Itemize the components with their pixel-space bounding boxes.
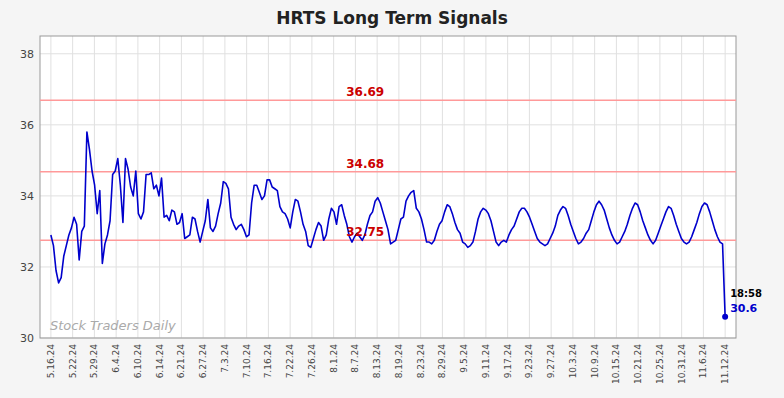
grid-line	[681, 36, 682, 338]
grid-line	[594, 36, 595, 338]
grid-line	[442, 36, 443, 338]
grid-line	[181, 36, 182, 338]
grid-line	[355, 36, 356, 338]
plot-frame	[40, 36, 736, 338]
x-tick-label: 9.23.24	[524, 344, 534, 379]
grid-line	[40, 124, 736, 125]
x-tick-label: 5.16.24	[46, 344, 56, 379]
x-tick-label: 8.7.24	[350, 344, 360, 373]
x-tick-label: 7.16.24	[263, 344, 273, 379]
grid-line	[246, 36, 247, 338]
title: HRTS Long Term Signals	[276, 8, 508, 28]
grid-line	[268, 36, 269, 338]
grid-line	[616, 36, 617, 338]
grid-line	[507, 36, 508, 338]
axes: 30 32 34 36 38 5.16.24 5.22.24 5.29.24 6.4.24 6.1…	[20, 36, 736, 384]
background	[0, 0, 784, 398]
x-tick-label: 10.9.24	[590, 344, 600, 379]
grid-line	[333, 36, 334, 338]
x-tick-label: 6.14.24	[155, 344, 165, 379]
grid-line	[224, 36, 225, 338]
grid-line	[50, 36, 51, 338]
grid-line	[311, 36, 312, 338]
grid-line	[72, 36, 73, 338]
x-tick-label: 10.25.24	[655, 344, 665, 384]
last-time-label: 18:58	[730, 288, 762, 299]
reference-line	[40, 100, 736, 102]
grid-line	[40, 53, 736, 54]
x-tick-label: 8.19.24	[394, 344, 404, 379]
y-tick-label: 32	[20, 261, 34, 274]
x-tick-label: 9.17.24	[503, 344, 513, 379]
x-tick-label: 11.12.24	[720, 344, 730, 384]
grid-line	[203, 36, 204, 338]
x-tick-label: 7.22.24	[285, 344, 295, 379]
grid-line	[551, 36, 552, 338]
grid	[40, 36, 736, 338]
x-tick-label: 7.26.24	[307, 344, 317, 379]
x-tick-label: 8.23.24	[416, 344, 426, 379]
last-point	[722, 314, 728, 320]
x-tick-label: 11.6.24	[698, 344, 708, 379]
reference-label: 32.75	[346, 225, 384, 239]
grid-line	[377, 36, 378, 338]
grid-line	[290, 36, 291, 338]
y-tick-label: 34	[20, 190, 34, 203]
x-tick-label: 8.29.24	[437, 344, 447, 379]
last-price-label: 30.6	[730, 302, 757, 315]
grid-line	[485, 36, 486, 338]
grid-line	[420, 36, 421, 338]
reference-line	[40, 240, 736, 242]
marks	[40, 100, 736, 319]
grid-line	[703, 36, 704, 338]
x-tick-label: 10.31.24	[677, 344, 687, 384]
x-tick-label: 10.3.24	[568, 344, 578, 379]
x-tick-label: 6.10.24	[133, 344, 143, 379]
x-tick-label: 10.15.24	[611, 344, 621, 384]
x-tick-label: 10.21.24	[633, 344, 643, 384]
grid-line	[638, 36, 639, 338]
x-tick-label: 7.3.24	[220, 344, 230, 373]
grid-line	[116, 36, 117, 338]
grid-line	[572, 36, 573, 338]
reference-line	[40, 171, 736, 173]
chart: HRTS Long Term Signals 30 32 34 36 38 5.16.24 5…	[0, 0, 784, 398]
x-tick-label: 7.10.24	[242, 344, 252, 379]
reference-label: 34.68	[346, 157, 384, 171]
x-tick-label: 9.11.24	[481, 344, 491, 379]
y-tick-label: 36	[20, 119, 34, 132]
grid-line	[398, 36, 399, 338]
x-tick-label: 6.27.24	[198, 344, 208, 379]
y-tick-label: 38	[20, 48, 34, 61]
grid-line	[529, 36, 530, 338]
x-tick-label: 9.5.24	[459, 344, 469, 373]
y-tick-label: 30	[20, 332, 34, 345]
x-tick-label: 8.13.24	[372, 344, 382, 379]
reference-label: 36.69	[346, 85, 384, 99]
grid-line	[464, 36, 465, 338]
watermark: Stock Traders Daily	[50, 318, 176, 333]
x-tick-label: 6.4.24	[111, 344, 121, 373]
x-tick-label: 8.1.24	[329, 344, 339, 373]
grid-line	[40, 266, 736, 267]
grid-line	[659, 36, 660, 338]
x-tick-label: 5.22.24	[68, 344, 78, 379]
annotations: 36.69 34.68 32.75 18:58 30.6 Stock Traders Da…	[50, 85, 762, 333]
x-tick-label: 9.27.24	[546, 344, 556, 379]
plot-area	[40, 36, 736, 338]
price-line	[51, 132, 725, 317]
x-tick-label: 6.21.24	[176, 344, 186, 379]
x-tick-label: 5.29.24	[89, 344, 99, 379]
